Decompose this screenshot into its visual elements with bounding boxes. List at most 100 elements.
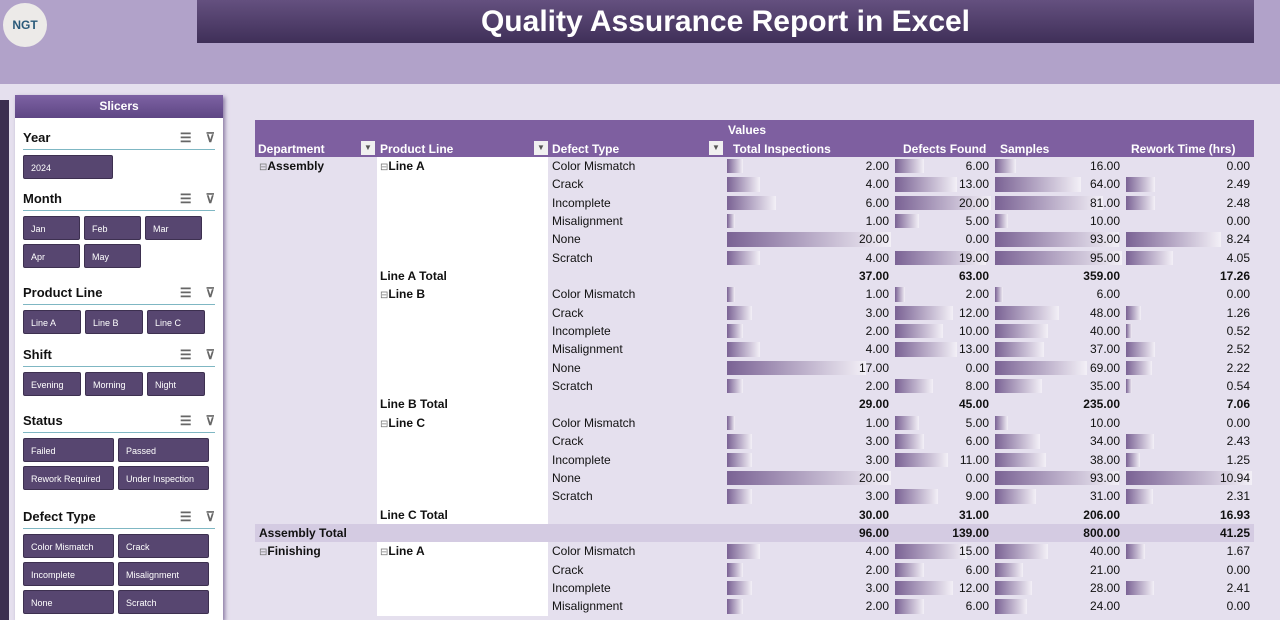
table-row: Scratch 4.00 19.00 95.00 4.05 — [255, 248, 1254, 268]
slicer-item[interactable]: Apr — [23, 244, 80, 268]
value-text: 0.00 — [1226, 287, 1250, 302]
table-row: Crack 4.00 13.00 64.00 2.49 — [255, 175, 1254, 194]
value-text: 10.00 — [1089, 214, 1120, 229]
data-bar — [895, 342, 958, 357]
data-bar — [1126, 489, 1153, 504]
slicer-item[interactable]: None — [23, 590, 114, 614]
data-bar — [995, 287, 1004, 302]
data-bar — [727, 214, 736, 229]
multi-select-icon[interactable]: ☰ — [179, 412, 192, 428]
slicer-item[interactable]: May — [84, 244, 141, 268]
multi-select-icon[interactable]: ☰ — [179, 190, 192, 206]
slicer-item[interactable]: Night — [147, 372, 205, 396]
slicer-item[interactable]: Scratch — [118, 590, 209, 614]
clear-filter-icon[interactable]: ⊽ — [205, 412, 215, 428]
data-bar — [727, 470, 891, 486]
slicer-item[interactable]: Under Inspection — [118, 466, 209, 490]
value-text: 41.25 — [1219, 525, 1250, 540]
value-text: 31.00 — [1089, 489, 1120, 504]
slicer-item[interactable]: Misalignment — [118, 562, 209, 586]
value-text: 2.22 — [1226, 360, 1250, 375]
collapse-icon[interactable]: ⊟ — [380, 162, 389, 173]
slicer-item[interactable]: Line B — [85, 310, 143, 334]
data-bar — [727, 324, 744, 339]
value-cell: 30.00 — [725, 506, 893, 524]
department-filter-dropdown[interactable]: ▼ — [361, 141, 375, 155]
value-text: 11.00 — [959, 452, 989, 467]
product-line-filter-dropdown[interactable]: ▼ — [534, 141, 548, 155]
value-text: 12.00 — [958, 580, 989, 595]
collapse-icon[interactable]: ⊟ — [380, 547, 389, 559]
slicer-item[interactable]: Feb — [84, 216, 141, 240]
collapse-icon[interactable]: ⊟ — [259, 162, 268, 173]
multi-select-icon[interactable]: ☰ — [179, 284, 192, 300]
slicer-item[interactable]: 2024 — [23, 155, 113, 179]
data-bar — [1126, 379, 1133, 394]
value-cell: 139.00 — [893, 524, 993, 542]
slicer-item[interactable]: Jan — [23, 216, 80, 240]
value-cell: 0.00 — [1124, 157, 1254, 175]
product-total-row: Line B Total 29.00 45.00 235.00 7.06 — [255, 395, 1254, 414]
value-text: 3.00 — [865, 305, 889, 320]
value-text: 3.00 — [865, 452, 889, 467]
value-cell: 10.00 — [993, 414, 1124, 432]
collapse-icon[interactable]: ⊟ — [259, 547, 268, 559]
value-text: 0.00 — [965, 360, 989, 375]
multi-select-icon[interactable]: ☰ — [179, 346, 192, 362]
slicer-item[interactable]: Crack — [118, 534, 209, 558]
clear-filter-icon[interactable]: ⊽ — [205, 508, 215, 524]
value-text: 28.00 — [1089, 580, 1120, 595]
clear-filter-icon[interactable]: ⊽ — [205, 190, 215, 206]
value-text: 6.00 — [1096, 287, 1120, 302]
collapse-icon[interactable]: ⊟ — [380, 418, 389, 430]
multi-select-icon[interactable]: ☰ — [179, 129, 192, 145]
data-bar — [995, 342, 1045, 357]
value-cell: 3.00 — [725, 304, 893, 322]
data-bar — [1126, 360, 1152, 376]
value-cell: 10.00 — [893, 322, 993, 340]
value-text: 2.43 — [1226, 434, 1250, 449]
value-cell: 1.26 — [1124, 304, 1254, 322]
clear-filter-icon[interactable]: ⊽ — [205, 346, 215, 362]
value-text: 0.00 — [965, 470, 989, 485]
slicer-header: Status ☰ ⊽ — [23, 409, 215, 433]
defect-type — [548, 267, 725, 285]
defect-type — [548, 395, 725, 413]
table-row: Crack 3.00 6.00 34.00 2.43 — [255, 432, 1254, 451]
data-bar — [727, 489, 752, 504]
clear-filter-icon[interactable]: ⊽ — [205, 129, 215, 145]
slicer-item[interactable]: Mar — [145, 216, 202, 240]
value-cell: 12.00 — [893, 304, 993, 322]
product-line-label: Line B — [388, 287, 426, 302]
value-text: 1.26 — [1226, 305, 1250, 320]
slicer-shift: Shift ☰ ⊽ Evening Morning Night — [23, 343, 215, 396]
slicer-item[interactable]: Morning — [85, 372, 143, 396]
data-bar — [727, 342, 760, 357]
value-text: 35.00 — [1089, 379, 1120, 394]
value-text: 206.00 — [1083, 507, 1120, 522]
slicer-title: Status — [23, 413, 63, 428]
slicer-item[interactable]: Incomplete — [23, 562, 114, 586]
slicer-item[interactable]: Failed — [23, 438, 114, 462]
slicer-item[interactable]: Evening — [23, 372, 81, 396]
value-text: 45.00 — [958, 397, 989, 412]
value-cell: 4.00 — [725, 542, 893, 560]
value-text: 8.24 — [1226, 232, 1250, 247]
value-cell: 17.00 — [725, 359, 893, 377]
value-text: 1.00 — [865, 287, 889, 302]
multi-select-icon[interactable]: ☰ — [179, 508, 192, 524]
slicer-item[interactable]: Color Mismatch — [23, 534, 114, 558]
collapse-icon[interactable]: ⊟ — [380, 290, 389, 302]
slicer-item[interactable]: Passed — [118, 438, 209, 462]
slicer-item[interactable]: Rework Required — [23, 466, 114, 490]
value-text: 20.00 — [958, 195, 989, 210]
slicer-item[interactable]: Line A — [23, 310, 81, 334]
value-text: 10.00 — [1089, 415, 1120, 430]
data-bar — [895, 452, 948, 467]
pivot-table: Values Department ▼ Product Line ▼ Defec… — [255, 120, 1254, 616]
clear-filter-icon[interactable]: ⊽ — [205, 284, 215, 300]
defect-type-filter-dropdown[interactable]: ▼ — [709, 141, 723, 155]
slicer-item[interactable]: Line C — [147, 310, 205, 334]
value-text: 0.52 — [1226, 324, 1250, 339]
table-row: Incomplete 3.00 11.00 38.00 1.25 — [255, 450, 1254, 469]
